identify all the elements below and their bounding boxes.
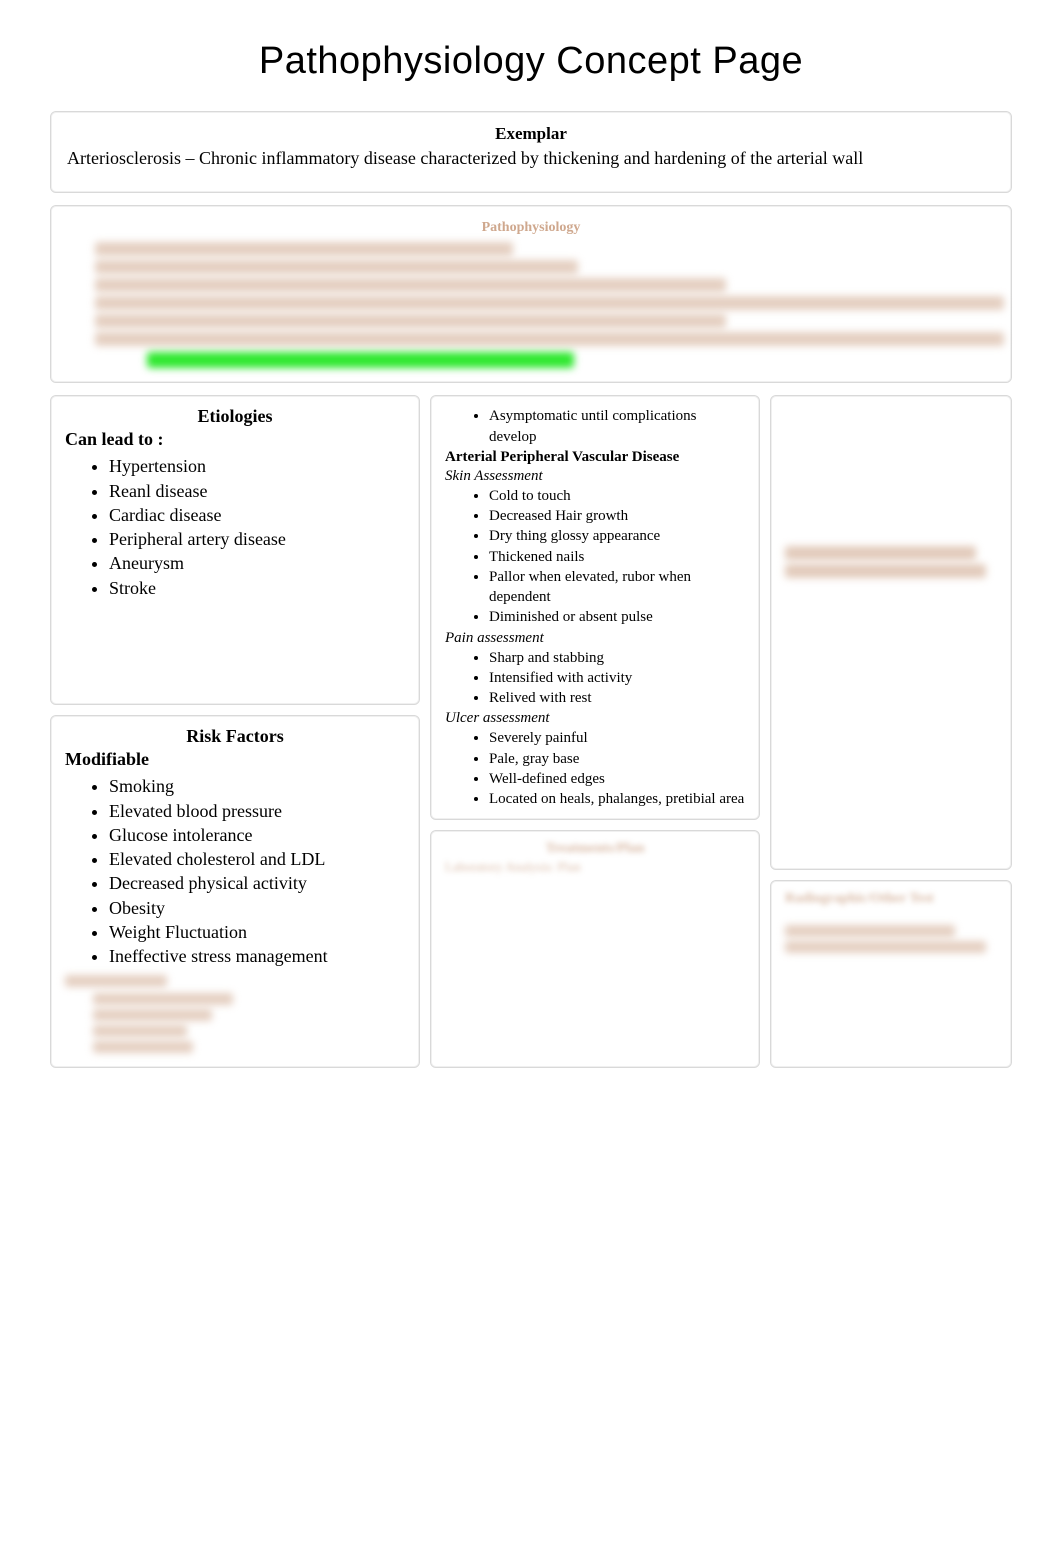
list-item: Located on heals, phalanges, pretibial a… [489,789,745,809]
redacted-subhead: Laboratory Analysis: Plan [445,859,745,875]
page-title: Pathophysiology Concept Page [50,40,1012,83]
redacted-line [93,1025,187,1037]
list-item: Reanl disease [109,479,405,503]
list-item: Pale, gray base [489,749,745,769]
list-item: Cardiac disease [109,503,405,527]
right-column: Radiographic/Other Test [770,395,1012,1077]
redacted-list [65,993,405,1053]
list-item: Decreased Hair growth [489,506,745,526]
redacted-line [785,925,955,937]
risk-factors-panel: Risk Factors Modifiable Smoking Elevated… [50,715,420,1067]
list-item: Sharp and stabbing [489,648,745,668]
list-item: Diminished or absent pulse [489,607,745,627]
list-item: Elevated blood pressure [109,799,405,823]
list-item: Pallor when elevated, rubor when depende… [489,567,745,608]
pain-assessment-list: Sharp and stabbing Intensified with acti… [445,648,745,709]
list-item: Intensified with activity [489,668,745,688]
list-item: Decreased physical activity [109,871,405,895]
right-upper-panel [770,395,1012,870]
left-column: Etiologies Can lead to : Hypertension Re… [50,395,420,1077]
middle-column: Asymptomatic until complications develop… [430,395,760,1077]
redacted-line [95,296,1004,310]
list-item: Smoking [109,774,405,798]
redacted-line [785,564,986,578]
list-item: Cold to touch [489,486,745,506]
treatments-panel: Treatments/Plan Laboratory Analysis: Pla… [430,830,760,1067]
etiologies-heading: Etiologies [65,406,405,427]
assessment-intro-list: Asymptomatic until complications develop [445,406,745,447]
etiologies-panel: Etiologies Can lead to : Hypertension Re… [50,395,420,705]
list-item: Glucose intolerance [109,823,405,847]
risk-factors-heading: Risk Factors [65,726,405,747]
ulcer-assessment-heading: Ulcer assessment [445,710,745,727]
risk-factors-subhead: Modifiable [65,749,405,770]
redacted-line [95,260,578,274]
list-item: Ineffective stress management [109,944,405,968]
etiologies-lead-in: Can lead to : [65,429,405,450]
list-item: Well-defined edges [489,769,745,789]
ulcer-assessment-list: Severely painful Pale, gray base Well-de… [445,728,745,809]
redacted-line [785,546,976,560]
list-item: Weight Fluctuation [109,920,405,944]
redacted-heading: Radiographic/Other Test [785,891,997,907]
etiologies-list: Hypertension Reanl disease Cardiac disea… [65,454,405,600]
right-lower-panel: Radiographic/Other Test [770,880,1012,1067]
list-item: Severely painful [489,728,745,748]
columns-wrapper: Etiologies Can lead to : Hypertension Re… [50,395,1012,1077]
redacted-heading: Pathophysiology [67,220,995,236]
list-item: Hypertension [109,454,405,478]
redacted-line [95,278,726,292]
list-item: Aneurysm [109,551,405,575]
list-item: Peripheral artery disease [109,527,405,551]
exemplar-label: Exemplar [67,124,995,144]
redacted-line [95,332,1004,346]
redacted-line [785,941,986,953]
pathophysiology-panel: Pathophysiology [50,205,1012,383]
redacted-line [93,993,233,1005]
list-item: Thickened nails [489,547,745,567]
redacted-subhead [65,975,167,987]
redacted-block [785,546,997,578]
redacted-heading: Treatments/Plan [445,841,745,857]
skin-assessment-heading: Skin Assessment [445,468,745,485]
list-item: Stroke [109,576,405,600]
skin-assessment-list: Cold to touch Decreased Hair growth Dry … [445,486,745,628]
exemplar-panel: Exemplar Arteriosclerosis – Chronic infl… [50,111,1012,193]
list-item: Obesity [109,896,405,920]
redacted-line [95,314,726,328]
list-item: Elevated cholesterol and LDL [109,847,405,871]
redacted-line [93,1009,212,1021]
list-item: Asymptomatic until complications develop [489,406,745,447]
highlighted-redacted-line [147,352,574,368]
exemplar-text: Arteriosclerosis – Chronic inflammatory … [67,146,995,170]
redacted-line [95,242,513,256]
risk-factors-list: Smoking Elevated blood pressure Glucose … [65,774,405,968]
disease-heading: Arterial Peripheral Vascular Disease [445,449,745,466]
assessment-panel: Asymptomatic until complications develop… [430,395,760,820]
list-item: Dry thing glossy appearance [489,526,745,546]
redacted-line [93,1041,193,1053]
pain-assessment-heading: Pain assessment [445,630,745,647]
list-item: Relived with rest [489,688,745,708]
